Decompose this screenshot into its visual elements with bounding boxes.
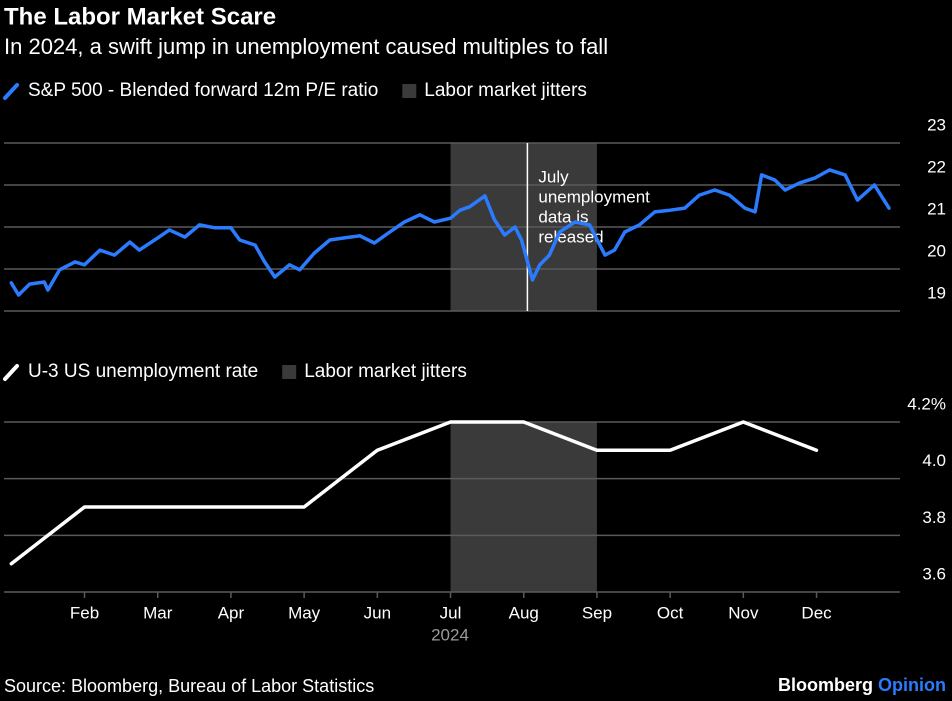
- legend-swatch: [282, 365, 297, 379]
- chart-title: The Labor Market Scare: [4, 3, 276, 30]
- x-tick-label: Nov: [728, 603, 759, 622]
- x-tick-label: Jul: [440, 603, 462, 622]
- chart-subtitle: In 2024, a swift jump in unemployment ca…: [4, 34, 608, 59]
- annotation-text: unemployment: [538, 187, 650, 206]
- x-tick-label: Apr: [218, 603, 245, 622]
- y-tick-label: 21: [927, 199, 946, 218]
- legend-label: Labor market jitters: [304, 361, 467, 382]
- x-tick-label: Oct: [657, 603, 684, 622]
- y-tick-label: 23: [927, 115, 946, 134]
- y-tick-label: 20: [927, 241, 946, 260]
- y-tick-label: 22: [927, 157, 946, 176]
- data-line: [9, 420, 819, 566]
- x-tick-label: May: [288, 603, 321, 622]
- legend-swatch: [3, 364, 19, 381]
- legend-label: S&P 500 - Blended forward 12m P/E ratio: [28, 80, 378, 101]
- legend-label: Labor market jitters: [424, 80, 587, 101]
- y-tick-label: 3.6: [922, 564, 946, 583]
- y-tick-label: 4.2%: [907, 394, 946, 413]
- y-tick-label: 3.8: [922, 508, 946, 527]
- y-tick-label: 19: [927, 283, 946, 302]
- x-tick-label: Sep: [582, 603, 612, 622]
- x-tick-label: Jun: [364, 603, 391, 622]
- x-tick-label: Mar: [143, 603, 173, 622]
- brand-name: Bloomberg: [778, 675, 873, 695]
- annotation-text: July: [538, 167, 569, 186]
- highlight-band: [450, 422, 597, 592]
- legend-label: U-3 US unemployment rate: [28, 361, 258, 382]
- source: Source: Bloomberg, Bureau of Labor Stati…: [4, 676, 374, 696]
- x-axis-label: 2024: [431, 625, 469, 644]
- brand: Bloomberg Opinion: [778, 675, 946, 695]
- data-line: [9, 168, 891, 297]
- x-tick-label: Aug: [509, 603, 539, 622]
- y-tick-label: 4.0: [922, 451, 946, 470]
- x-tick-label: Dec: [801, 603, 832, 622]
- x-tick-label: Feb: [70, 603, 99, 622]
- brand-section: Opinion: [878, 675, 946, 695]
- legend-swatch: [3, 83, 19, 100]
- legend-swatch: [402, 84, 417, 98]
